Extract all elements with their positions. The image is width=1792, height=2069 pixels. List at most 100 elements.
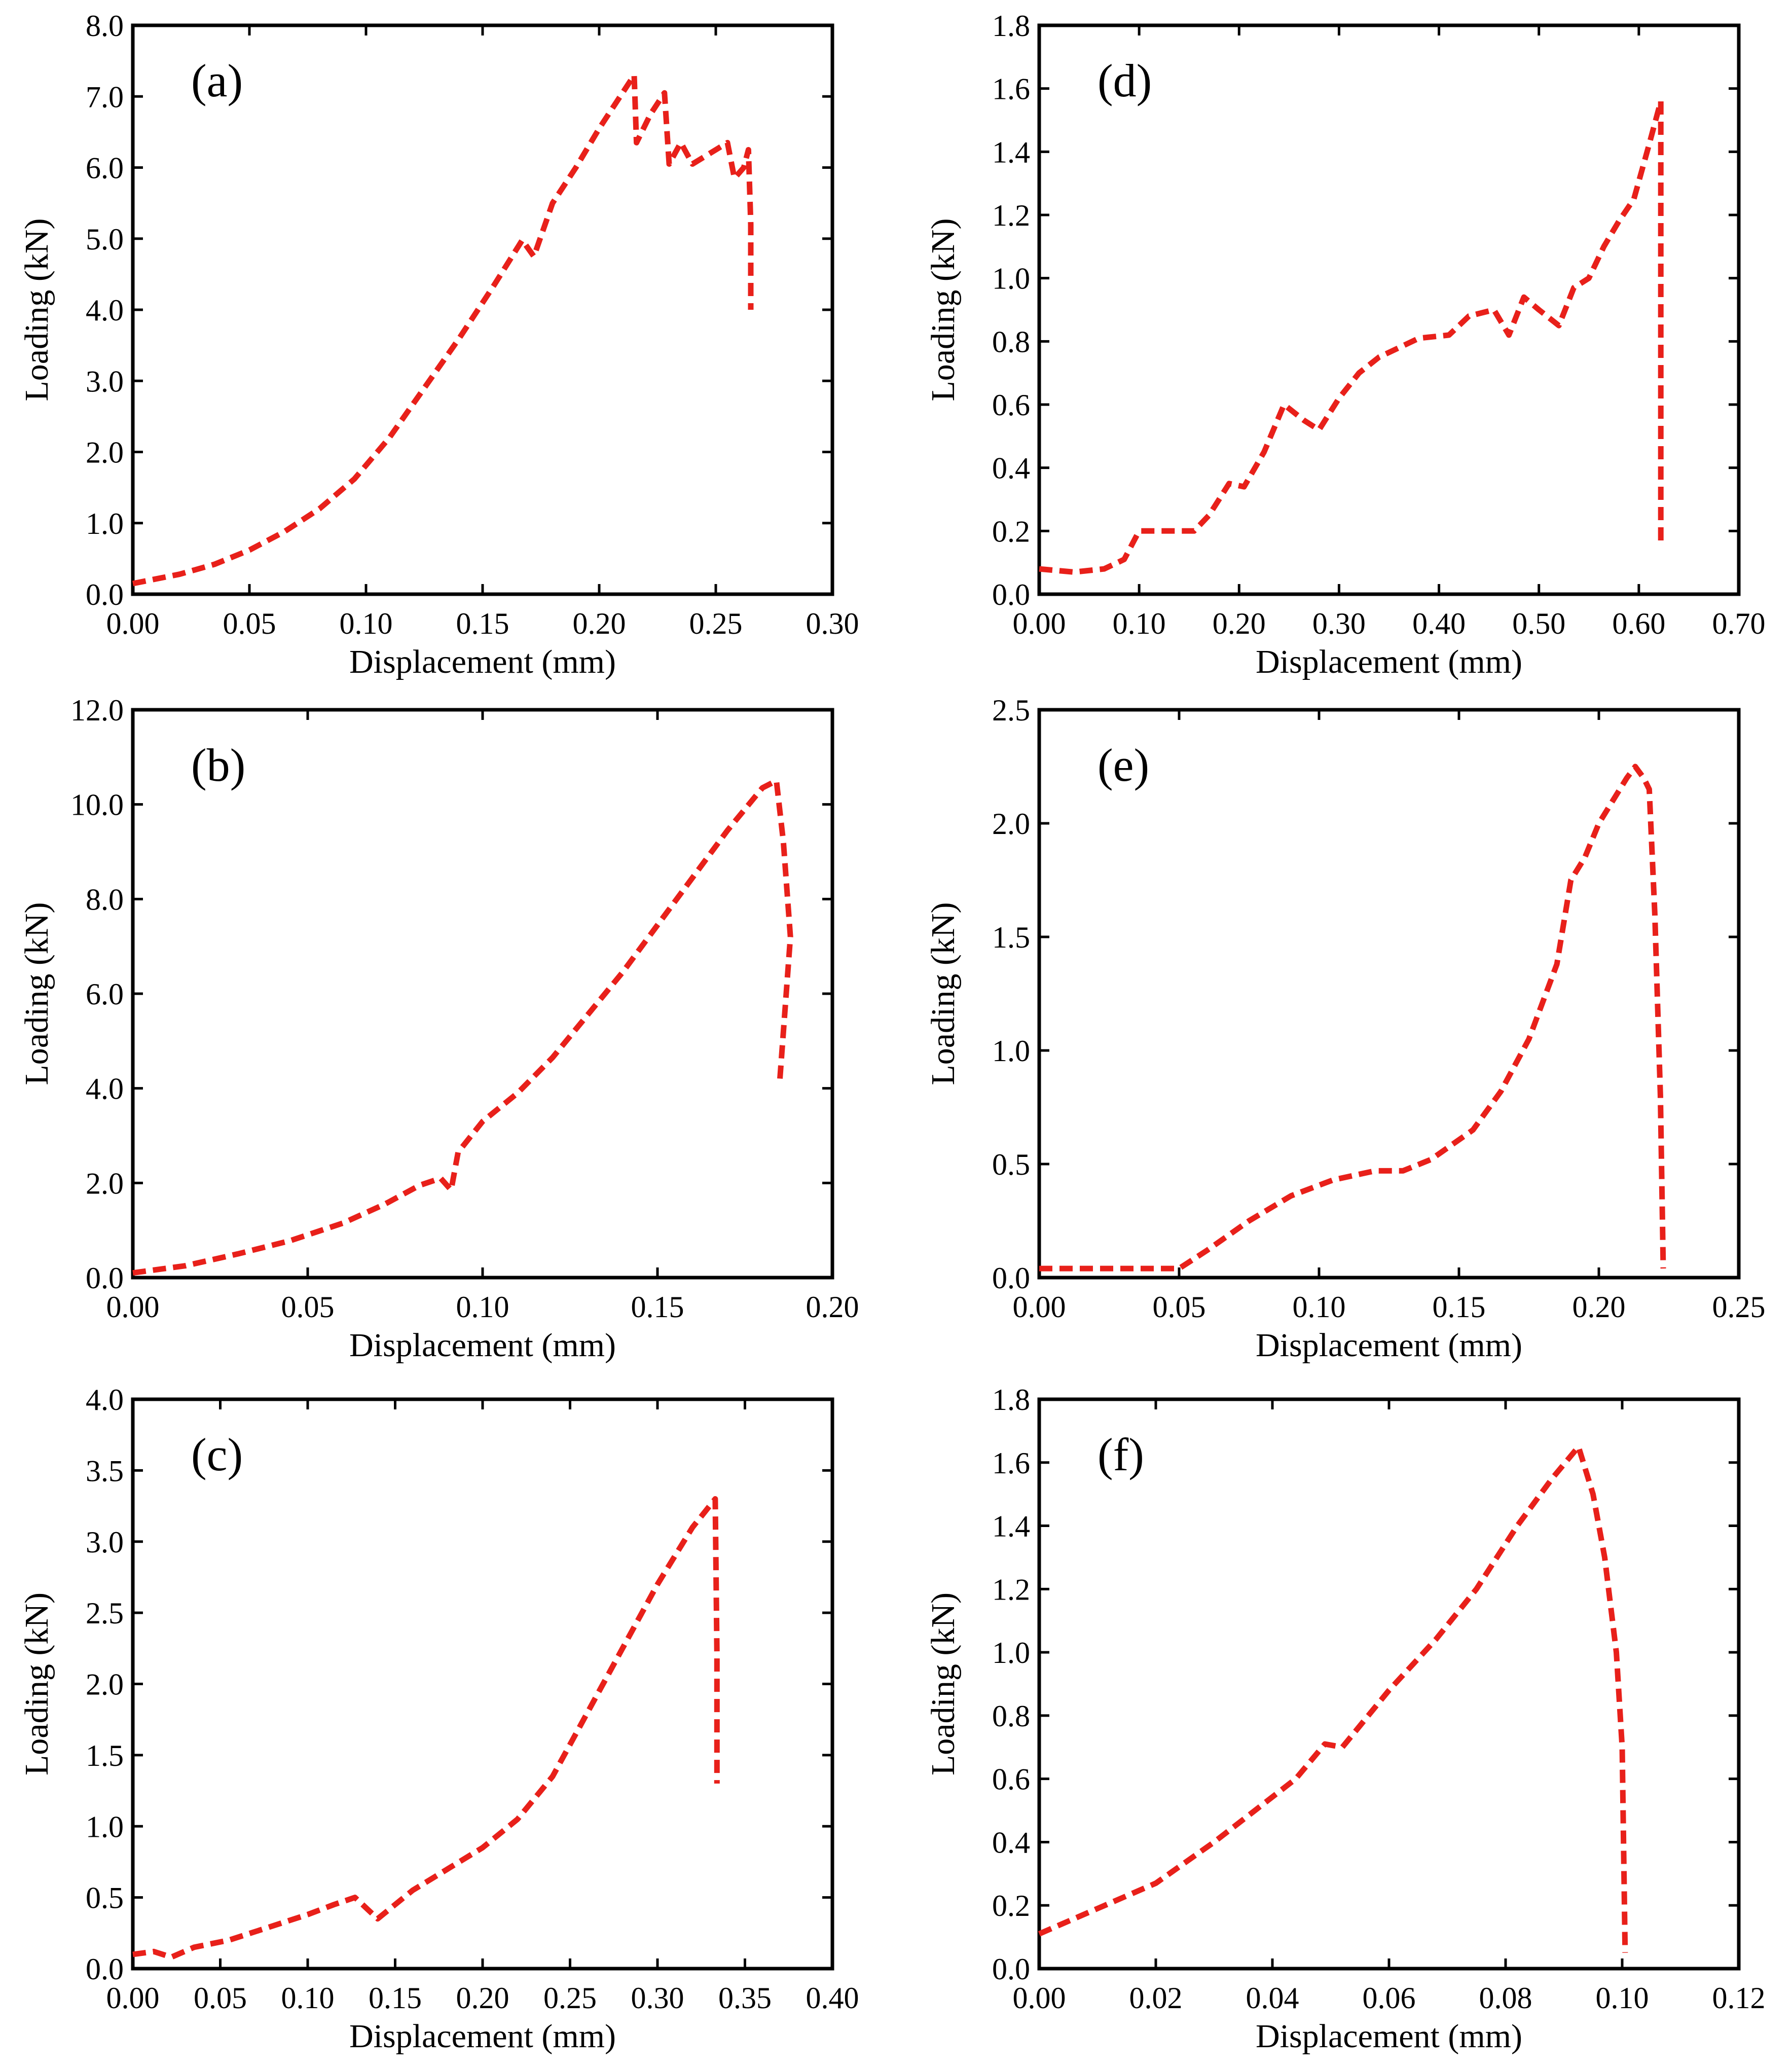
x-tick-label: 0.08 bbox=[1479, 1981, 1532, 2015]
x-tick-label: 0.00 bbox=[106, 1290, 160, 1324]
x-tick-label: 0.04 bbox=[1246, 1981, 1299, 2015]
x-tick-label: 0.10 bbox=[1596, 1981, 1649, 2015]
plot-frame bbox=[131, 23, 834, 596]
x-tick-label: 0.15 bbox=[1433, 1290, 1486, 1324]
y-axis-label: Loading (kN) bbox=[18, 1592, 55, 1775]
x-tick-label: 0.10 bbox=[281, 1981, 335, 2015]
x-tick-label: 0.00 bbox=[106, 607, 160, 640]
y-tick-label: 4.0 bbox=[86, 1383, 124, 1417]
y-axis-label: Loading (kN) bbox=[925, 902, 962, 1085]
x-tick-label: 0.05 bbox=[1153, 1290, 1206, 1324]
chart-panel-a: 0.00 0.05 0.10 0.15 0.20 0.25 0.30 0.0 1.0 2.0 3.0… bbox=[18, 9, 859, 680]
y-tick-label: 1.4 bbox=[992, 1510, 1030, 1543]
y-tick-label: 0.0 bbox=[86, 1952, 124, 1986]
x-tick-label: 0.05 bbox=[281, 1290, 335, 1324]
x-tick-label: 0.25 bbox=[1712, 1290, 1766, 1324]
y-tick-label: 0.0 bbox=[992, 1261, 1030, 1295]
y-tick-label: 1.4 bbox=[992, 135, 1030, 169]
y-tick-label: 4.0 bbox=[86, 1072, 124, 1106]
y-tick-label: 1.0 bbox=[992, 262, 1030, 296]
x-tick-label: 0.06 bbox=[1363, 1981, 1416, 2015]
panel-label: (c) bbox=[191, 1429, 243, 1480]
y-tick-label: 0.8 bbox=[992, 325, 1030, 358]
plot-frame bbox=[1037, 1397, 1741, 1971]
y-tick-label: 1.5 bbox=[86, 1739, 124, 1772]
x-axis-label: Displacement (mm) bbox=[1256, 1327, 1522, 1364]
y-tick-label: 1.5 bbox=[992, 921, 1030, 954]
y-tick-label: 8.0 bbox=[86, 883, 124, 916]
x-tick-label: 0.40 bbox=[806, 1981, 859, 2015]
y-tick-label: 1.6 bbox=[992, 1446, 1030, 1480]
y-tick-label: 0.2 bbox=[992, 1889, 1030, 1922]
x-tick-label: 0.00 bbox=[1013, 1981, 1066, 2015]
y-tick-label: 0.5 bbox=[86, 1881, 124, 1915]
x-tick-label: 0.15 bbox=[456, 607, 509, 640]
x-tick-label: 0.30 bbox=[631, 1981, 684, 2015]
panel-label: (d) bbox=[1098, 55, 1152, 106]
x-tick-label: 0.60 bbox=[1612, 607, 1665, 640]
x-axis-label: Displacement (mm) bbox=[349, 1327, 616, 1364]
x-axis-label: Displacement (mm) bbox=[1256, 643, 1522, 680]
x-tick-label: 0.10 bbox=[1293, 1290, 1346, 1324]
y-tick-label: 2.0 bbox=[86, 1167, 124, 1200]
y-tick-label: 1.2 bbox=[992, 199, 1030, 232]
y-tick-label: 2.0 bbox=[86, 1668, 124, 1701]
series-line bbox=[132, 1496, 720, 1960]
chart-panel-f: 0.00 0.02 0.04 0.06 0.08 0.10 0.12 0.0 0.2 0.4 0.6… bbox=[925, 1383, 1766, 2055]
y-tick-label: 5.0 bbox=[86, 223, 124, 256]
panel-label: (b) bbox=[191, 739, 245, 791]
panel-label: (a) bbox=[191, 55, 243, 106]
x-tick-label: 0.10 bbox=[1113, 607, 1166, 640]
y-tick-label: 0.4 bbox=[992, 452, 1030, 485]
plot-frame bbox=[1037, 23, 1741, 596]
x-axis-label: Displacement (mm) bbox=[1256, 2018, 1522, 2055]
y-tick-label: 2.5 bbox=[992, 694, 1030, 727]
y-tick-label: 1.0 bbox=[86, 507, 124, 540]
y-tick-label: 6.0 bbox=[86, 977, 124, 1011]
y-axis-label: Loading (kN) bbox=[18, 218, 55, 401]
x-tick-label: 0.15 bbox=[369, 1981, 422, 2015]
y-tick-label: 0.0 bbox=[86, 578, 124, 611]
y-tick-label: 0.0 bbox=[992, 1952, 1030, 1986]
x-tick-label: 0.02 bbox=[1129, 1981, 1183, 2015]
y-tick-label: 1.0 bbox=[992, 1034, 1030, 1068]
chart-panel-c: 0.00 0.05 0.10 0.15 0.20 0.25 0.30 0.35 0.40 0.0 0… bbox=[18, 1383, 859, 2055]
y-axis-label: Loading (kN) bbox=[925, 218, 962, 401]
y-tick-label: 6.0 bbox=[86, 152, 124, 185]
y-tick-label: 1.8 bbox=[992, 9, 1030, 43]
series-line bbox=[1039, 98, 1664, 575]
series-line bbox=[1038, 1444, 1628, 1953]
y-axis-label: Loading (kN) bbox=[925, 1592, 962, 1775]
x-tick-label: 0.15 bbox=[631, 1290, 684, 1324]
y-tick-label: 0.6 bbox=[992, 1763, 1030, 1796]
y-tick-label: 3.0 bbox=[86, 365, 124, 398]
y-axis-label: Loading (kN) bbox=[18, 902, 55, 1085]
x-tick-label: 0.35 bbox=[718, 1981, 772, 2015]
x-tick-label: 0.12 bbox=[1712, 1981, 1766, 2015]
y-tick-label: 0.0 bbox=[86, 1261, 124, 1295]
y-tick-label: 2.5 bbox=[86, 1596, 124, 1630]
x-tick-label: 0.20 bbox=[456, 1981, 509, 2015]
x-axis-label: Displacement (mm) bbox=[349, 2018, 616, 2055]
y-tick-label: 1.8 bbox=[992, 1383, 1030, 1417]
x-tick-label: 0.00 bbox=[106, 1981, 160, 2015]
x-tick-label: 0.70 bbox=[1712, 607, 1766, 640]
y-tick-label: 0.5 bbox=[992, 1148, 1030, 1181]
y-tick-label: 3.0 bbox=[86, 1526, 124, 1559]
x-tick-label: 0.20 bbox=[573, 607, 626, 640]
series-line bbox=[1039, 764, 1666, 1272]
x-tick-label: 0.30 bbox=[806, 607, 859, 640]
x-tick-label: 0.10 bbox=[456, 1290, 509, 1324]
y-tick-label: 0.6 bbox=[992, 388, 1030, 422]
x-tick-label: 0.20 bbox=[806, 1290, 859, 1324]
y-tick-label: 0.0 bbox=[992, 578, 1030, 611]
x-tick-label: 0.25 bbox=[689, 607, 743, 640]
y-tick-label: 1.0 bbox=[86, 1810, 124, 1843]
x-tick-label: 0.00 bbox=[1013, 1290, 1066, 1324]
panel-label: (f) bbox=[1098, 1429, 1144, 1480]
x-tick-label: 0.30 bbox=[1312, 607, 1366, 640]
y-tick-label: 10.0 bbox=[70, 788, 124, 822]
y-tick-label: 1.6 bbox=[992, 72, 1030, 106]
x-tick-label: 0.00 bbox=[1013, 607, 1066, 640]
